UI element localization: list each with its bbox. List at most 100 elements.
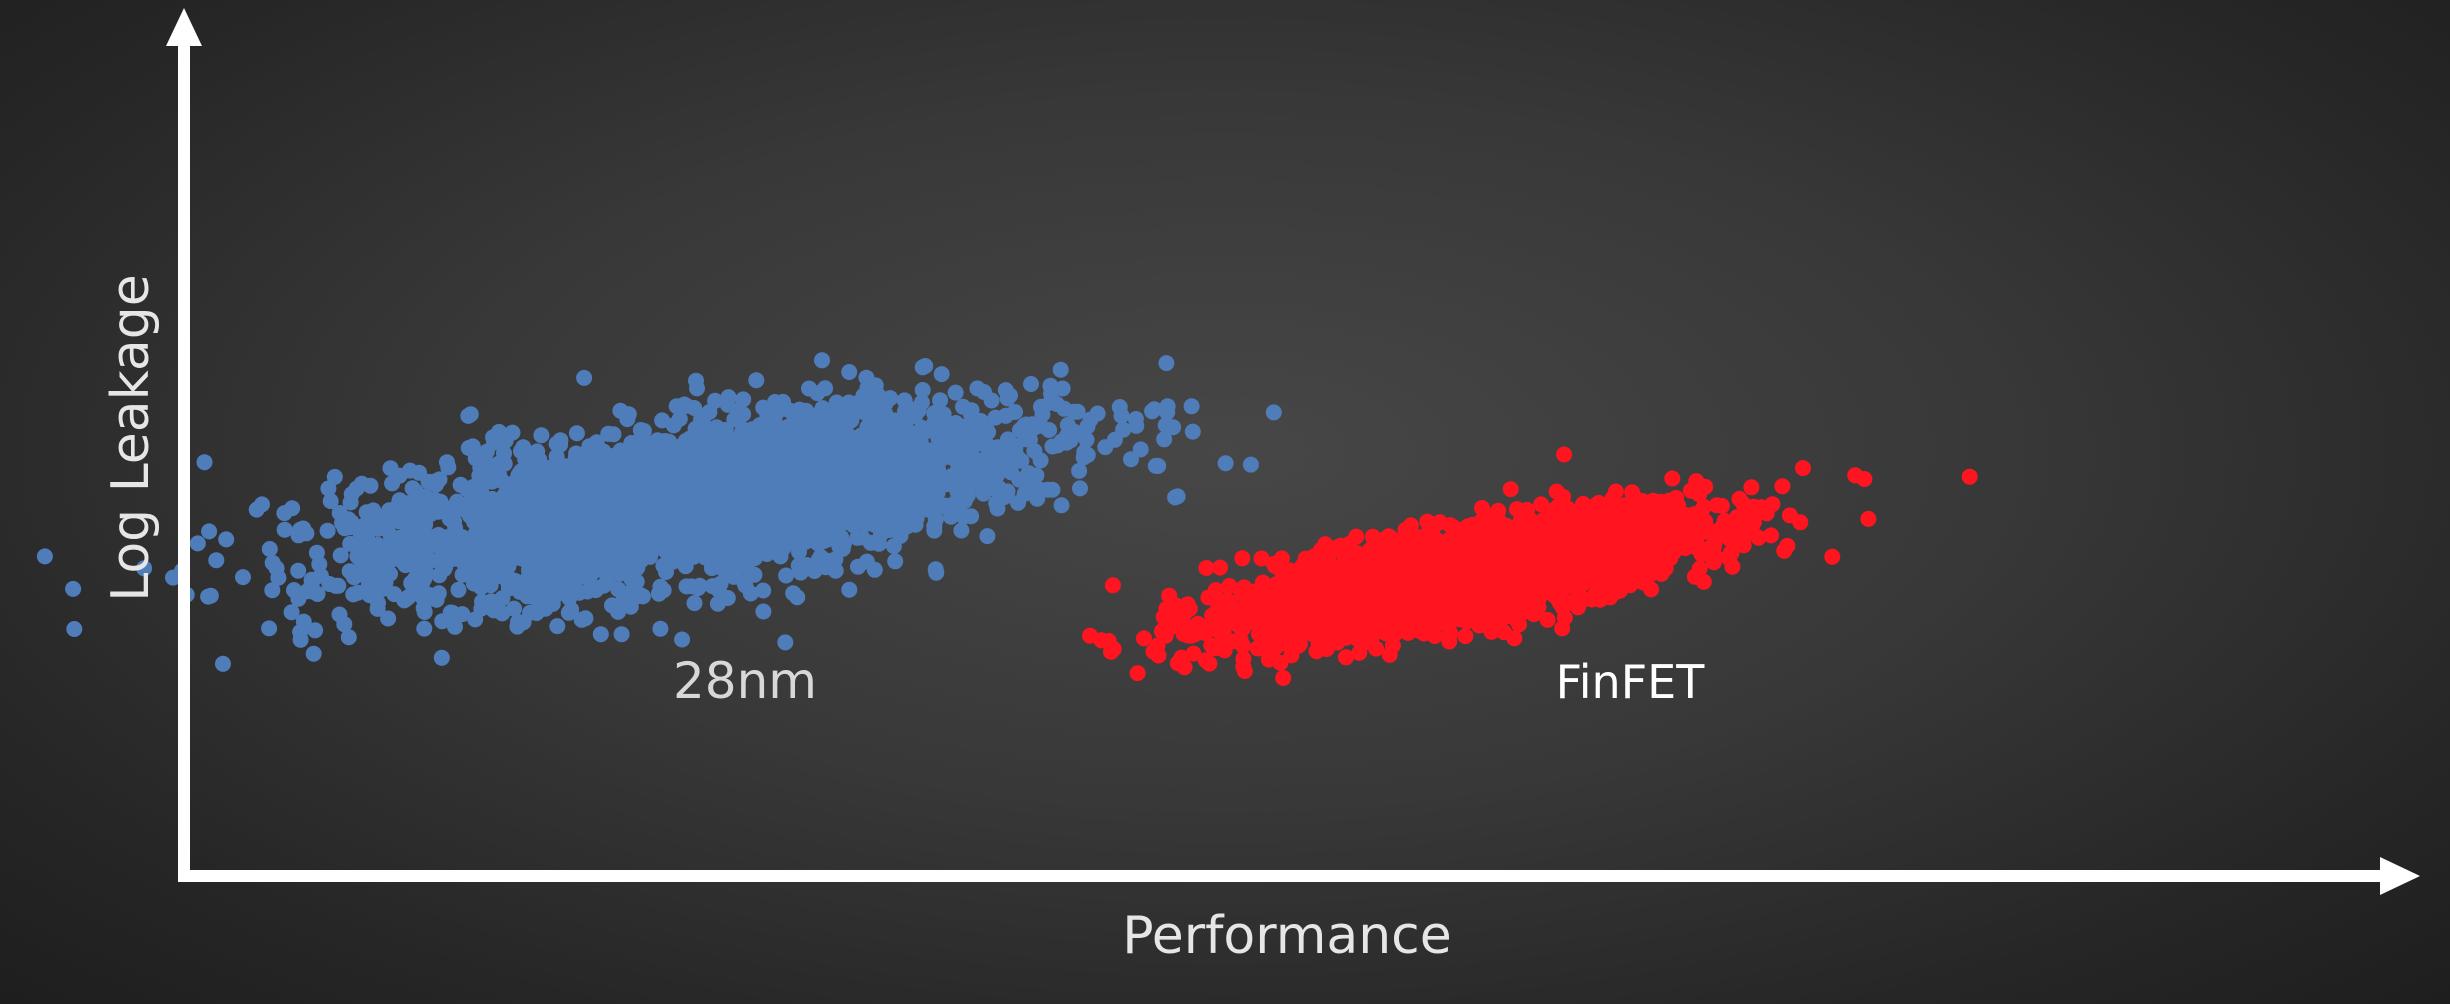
scatter-point [741,500,758,517]
scatter-point [871,453,888,470]
scatter-point [748,372,765,389]
scatter-point [460,440,477,456]
scatter-point [416,620,433,637]
scatter-point [1554,620,1571,637]
scatter-point [515,439,532,456]
scatter-point [841,364,858,380]
scatter-point [307,622,324,639]
scatter-point [1184,423,1201,440]
scatter-point [857,426,874,443]
scatter-point [1763,527,1780,544]
scatter-point [716,490,733,507]
scatter-point [814,352,830,369]
scatter-point [381,502,398,519]
scatter-point [292,624,309,640]
scatter-point [590,500,607,517]
scatter-point [633,488,650,505]
scatter-point [412,497,429,513]
scatter-point [1961,468,1978,485]
scatter-point [476,451,493,468]
scatter-point [928,564,945,581]
scatter-point [1474,500,1490,516]
scatter-point [592,626,609,643]
scatter-point [936,417,953,434]
scatter-point [1234,550,1251,567]
scatter-point [651,444,668,461]
scatter-point [603,506,620,523]
scatter-point [524,552,541,569]
scatter-point [768,398,785,415]
scatter-point [341,563,358,580]
scatter-point [921,486,938,503]
scatter-point [979,476,996,493]
scatter-point [466,560,482,577]
scatter-point [755,603,772,620]
scatter-point [218,531,235,548]
scatter-point [200,588,217,605]
scatter-point [1750,529,1767,546]
scatter-point [875,494,892,510]
scatter-point [1159,404,1176,421]
scatter-point [462,406,479,423]
scatter-point [1018,416,1035,433]
scatter-point [677,433,694,449]
scatter-point [1002,387,1018,404]
scatter-point [1053,497,1070,514]
scatter-point [732,478,749,495]
scatter-point [561,590,578,606]
scatter-point [1042,377,1059,394]
scatter-point [136,560,153,577]
scatter-point [759,546,775,562]
scatter-point [340,629,357,646]
scatter-point [1338,649,1354,666]
scatter-point [841,581,858,598]
scatter-point [261,541,278,557]
scatter-point [1217,455,1234,472]
scatter-point [1158,355,1175,372]
scatter-point [746,462,763,479]
scatter-point [1056,400,1073,417]
series-finfet [1082,446,1978,686]
scatter-point [955,508,972,525]
scatter-point [722,532,739,549]
scatter-point [849,463,866,480]
scatter-point [723,511,740,528]
scatter-point [976,384,992,400]
scatter-point [436,499,453,516]
scatter-point [447,618,463,635]
scatter-point [342,535,359,552]
scatter-point [410,513,427,530]
scatter-point [382,544,399,561]
scatter-point [812,548,829,565]
scatter-point [1059,427,1076,444]
scatter-point [946,436,963,453]
scatter-point [620,585,637,602]
scatter-point [1221,578,1238,594]
scatter-point [433,649,450,666]
scatter-point [450,581,467,598]
scatter-point [709,595,726,612]
scatter-point [697,437,713,454]
scatter-point [630,445,647,462]
scatter-point [254,496,270,513]
scatter-point [610,603,627,620]
scatter-point [1033,398,1049,415]
scatter-point [1106,431,1123,448]
scatter-point [1071,462,1088,479]
scatter-point [421,552,438,569]
scatter-point [391,513,408,530]
scatter-point [343,514,360,531]
scatter-point [581,561,598,578]
scatter-point [563,499,580,516]
scatter-point [502,540,519,557]
scatter-point [679,447,696,464]
scatter-point [1021,431,1038,448]
scatter-point [332,547,349,564]
scatter-point [827,551,844,568]
scatter-point [913,394,930,411]
scatter-point [772,441,789,458]
scatter-point [604,521,621,538]
scatter-point [553,575,570,592]
scatter-point [794,428,810,445]
scatter-point [1075,449,1092,466]
